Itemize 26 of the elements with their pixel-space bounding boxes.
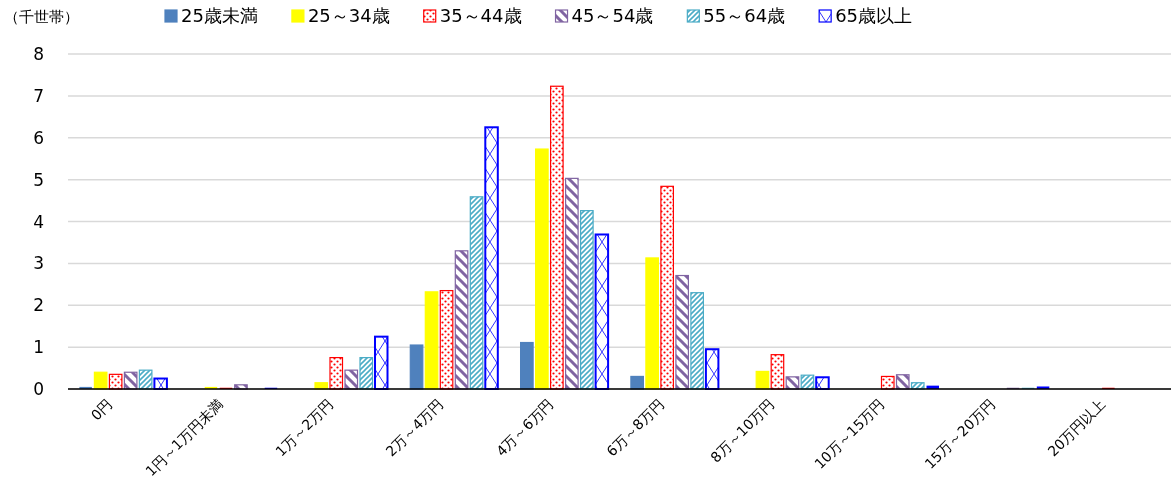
y-tick-label: 3 (33, 253, 44, 274)
y-tick-label: 4 (33, 211, 44, 232)
legend-label: 55～64歳 (703, 5, 786, 26)
x-tick-label: 10万～15万円 (811, 395, 888, 472)
x-tick-label: 4万～6万円 (492, 395, 557, 460)
x-tick-label: 6万～8万円 (603, 395, 667, 460)
legend-label: 35～44歳 (439, 5, 522, 26)
legend-label: 45～54歳 (571, 5, 654, 26)
y-tick-label: 7 (33, 85, 44, 106)
x-tick-label: 0円 (87, 395, 116, 424)
y-tick-label: 1 (33, 337, 44, 358)
y-tick-label: 0 (33, 379, 44, 399)
y-tick-label: 5 (33, 169, 44, 190)
x-tick-label: 8万～10万円 (707, 395, 778, 466)
y-axis-title: （千世帯） (4, 8, 79, 26)
y-tick-label: 8 (33, 44, 44, 64)
x-tick-label: 1円～1万円未満 (142, 395, 226, 480)
y-tick-label: 2 (33, 295, 44, 316)
x-tick-label: 15万～20万円 (921, 395, 998, 472)
x-tick-label: 2万～4万円 (382, 395, 447, 460)
x-tick-label: 20万円以上 (1044, 395, 1108, 460)
legend-label: 65歳以上 (835, 5, 913, 26)
legend-label: 25～34歳 (307, 5, 390, 26)
y-tick-label: 6 (33, 127, 44, 148)
legend-label: 25歳未満 (181, 5, 258, 26)
x-tick-label: 1万～2万円 (272, 395, 336, 460)
